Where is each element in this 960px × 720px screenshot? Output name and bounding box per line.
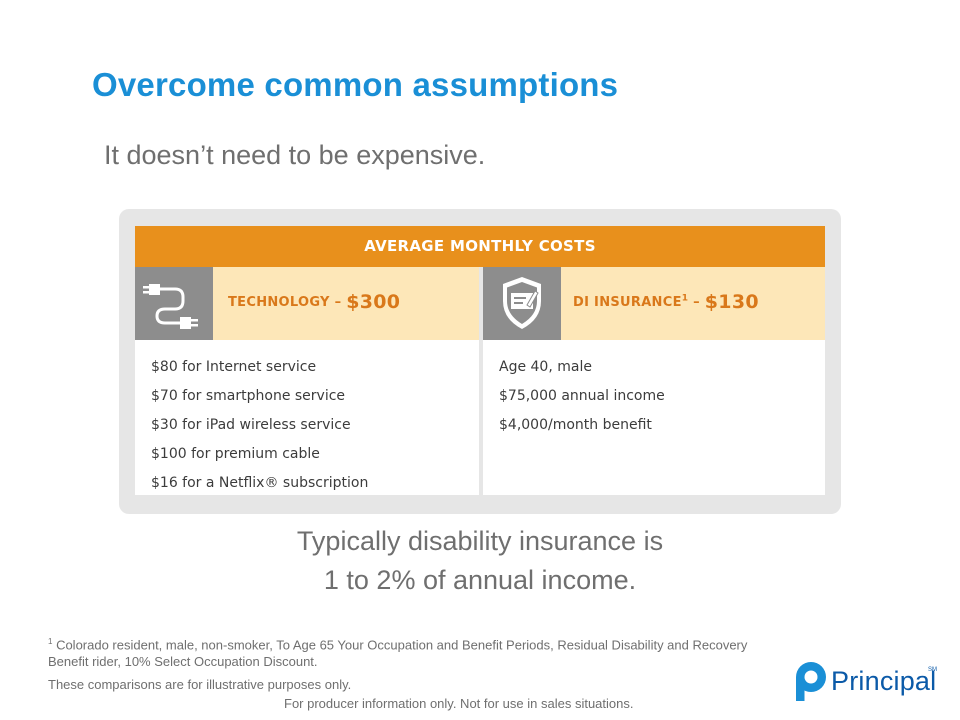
list-item: $75,000 annual income [499, 388, 665, 404]
list-item: $80 for Internet service [151, 359, 317, 375]
di-insurance-amount: $130 [704, 291, 759, 313]
list-item: $4,000/month benefit [499, 417, 652, 433]
cost-comparison-card: AVERAGE MONTHLY COSTS TECHNOLOGY – $3 [119, 209, 841, 514]
di-insurance-separator: – [688, 295, 705, 310]
list-item: $16 for a Netflix® subscription [151, 475, 369, 491]
di-insurance-header: DI INSURANCE1 – $130 [483, 267, 825, 340]
list-item: $30 for iPad wireless service [151, 417, 351, 433]
illustrative-disclaimer: These comparisons are for illustrative p… [48, 677, 352, 692]
slide-title: Overcome common assumptions [92, 66, 619, 103]
technology-cost-list: $80 for Internet service $70 for smartph… [151, 353, 368, 498]
di-insurance-label: DI INSURANCE [573, 295, 682, 310]
di-insurance-title: DI INSURANCE1 – $130 [573, 291, 759, 313]
service-mark: SM [928, 667, 937, 673]
producer-disclaimer: For producer information only. Not for u… [284, 696, 634, 711]
technology-column: TECHNOLOGY – $300 $80 for Internet servi… [135, 267, 483, 495]
cost-note-line-1: Typically disability insurance is [296, 526, 664, 556]
technology-amount: $300 [346, 291, 401, 313]
technology-label: TECHNOLOGY – [228, 295, 347, 310]
slide-subtitle: It doesn’t need to be expensive. [104, 140, 486, 170]
cost-comparison-table: AVERAGE MONTHLY COSTS TECHNOLOGY – $3 [135, 226, 825, 495]
technology-header: TECHNOLOGY – $300 [135, 267, 479, 340]
table-header: AVERAGE MONTHLY COSTS [135, 226, 825, 267]
list-item: $70 for smartphone service [151, 388, 346, 404]
footnote-marker: 1 [48, 637, 53, 646]
brand-name: Principal [831, 666, 937, 696]
footnote-marker: 1 [681, 293, 689, 304]
cost-note-line-2: 1 to 2% of annual income. [323, 565, 637, 595]
shield-document-icon [483, 267, 561, 340]
di-insurance-detail-list: Age 40, male $75,000 annual income $4,00… [499, 353, 665, 440]
footnote-text: Colorado resident, male, non-smoker, To … [48, 637, 748, 670]
principal-logo-icon [796, 662, 826, 701]
di-insurance-column: DI INSURANCE1 – $130 Age 40, male $75,00… [483, 267, 825, 495]
list-item: Age 40, male [499, 359, 592, 375]
technology-title: TECHNOLOGY – $300 [228, 291, 400, 313]
list-item: $100 for premium cable [151, 446, 320, 462]
cable-plug-icon [135, 267, 213, 340]
footnote: 1 Colorado resident, male, non-smoker, T… [48, 633, 768, 670]
